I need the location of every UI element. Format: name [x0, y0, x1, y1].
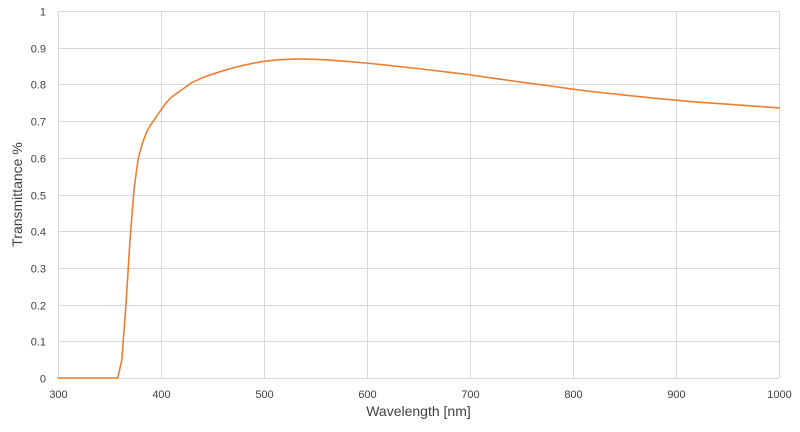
x-tick-label: 700 [461, 389, 479, 401]
y-tick-label: 0.9 [31, 44, 46, 56]
x-tick-label: 400 [152, 389, 170, 401]
x-tick-label: 600 [358, 389, 376, 401]
x-tick-label: 300 [49, 389, 67, 401]
y-tick-label: 0.3 [31, 264, 46, 276]
x-tick-label: 1000 [767, 389, 791, 401]
y-tick-label: 0.5 [31, 191, 46, 203]
y-tick-label: 0.6 [31, 154, 46, 166]
x-axis-title: Wavelength [nm] [366, 403, 471, 419]
x-tick-label: 800 [564, 389, 582, 401]
series-layer [57, 58, 780, 379]
y-tick-label: 0.4 [31, 227, 46, 239]
y-tick-label: 1 [40, 7, 46, 19]
x-tick-label: 500 [255, 389, 273, 401]
y-tick-label: 0 [40, 374, 46, 386]
x-axis-tick-labels: 300 400 500 600 700 800 900 1000 [49, 389, 791, 401]
x-tick-label: 900 [667, 389, 685, 401]
series-line-0 [57, 58, 780, 379]
grid [58, 11, 780, 379]
y-tick-label: 0.1 [31, 337, 46, 349]
y-tick-label: 0.8 [31, 80, 46, 92]
y-tick-label: 0.2 [31, 301, 46, 313]
y-axis-tick-labels: 0 0.1 0.2 0.3 0.4 0.5 0.6 0.7 0.8 0.9 1 [31, 7, 46, 386]
y-axis-title: Transmittance % [9, 142, 25, 247]
y-tick-label: 0.7 [31, 117, 46, 129]
